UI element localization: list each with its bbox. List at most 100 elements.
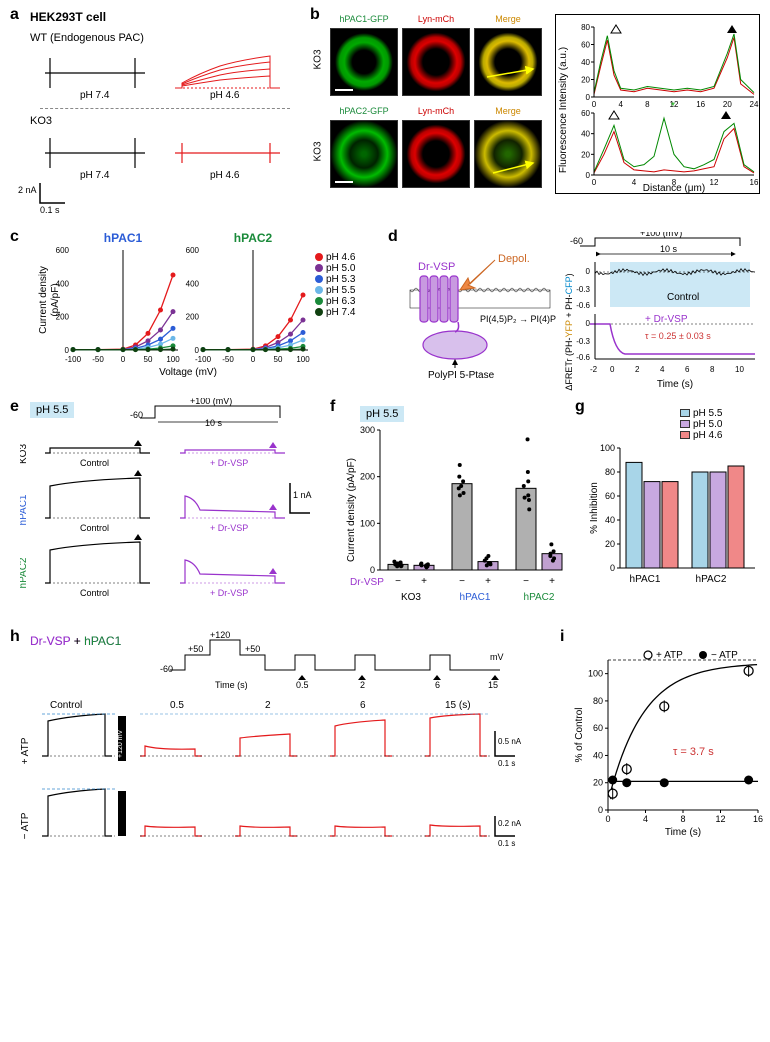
svg-text:15: 15	[488, 680, 498, 690]
panel-h-title2: Dr-VSP + hPAC1	[30, 634, 121, 648]
svg-text:10 s: 10 s	[205, 418, 223, 428]
svg-text:100: 100	[360, 518, 375, 528]
svg-text:− ATP: − ATP	[711, 650, 738, 661]
panel-h-protocol: -60 +50 +120 +50 mV 0.5 2 6 15 Time (s)	[160, 630, 520, 690]
svg-text:600: 600	[186, 246, 200, 255]
micro-hpac1-gfp	[330, 28, 398, 96]
svg-text:Dr-VSP: Dr-VSP	[418, 261, 455, 273]
svg-text:1 nA: 1 nA	[293, 490, 312, 500]
svg-text:20: 20	[581, 76, 590, 85]
svg-text:% Inhibition: % Inhibition	[589, 482, 600, 534]
svg-text:% of Control: % of Control	[574, 707, 585, 762]
svg-text:50: 50	[144, 355, 153, 364]
svg-text:0: 0	[586, 319, 591, 328]
svg-text:8: 8	[710, 365, 715, 374]
svg-text:Time (s): Time (s)	[657, 379, 693, 390]
svg-text:Voltage (mV): Voltage (mV)	[159, 367, 217, 378]
ph-badge: pH 5.5	[30, 402, 74, 418]
svg-text:-100: -100	[65, 355, 82, 364]
svg-text:400: 400	[186, 279, 200, 288]
svg-text:40: 40	[581, 58, 590, 67]
svg-text:−: −	[395, 576, 401, 587]
micro-merge	[474, 120, 542, 188]
svg-text:0: 0	[610, 563, 615, 573]
panel-i-label: i	[560, 628, 564, 646]
svg-text:hPAC2: hPAC2	[20, 557, 29, 588]
svg-text:0.5: 0.5	[170, 700, 184, 711]
col-header: Merge	[474, 106, 542, 116]
svg-text:Control: Control	[80, 523, 109, 533]
svg-text:40: 40	[593, 750, 603, 760]
panel-a-ko3-label: KO3	[30, 115, 52, 127]
svg-text:0: 0	[370, 565, 375, 575]
svg-text:60: 60	[605, 491, 615, 501]
svg-text:−: −	[459, 576, 465, 587]
svg-text:+: +	[485, 576, 491, 587]
svg-text:0: 0	[592, 178, 597, 187]
svg-text:-50: -50	[92, 355, 104, 364]
panel-f-chart: 0100200300−+KO3−+hPAC1−+hPAC2Dr-VSP Curr…	[340, 420, 570, 610]
svg-text:100: 100	[166, 355, 180, 364]
svg-text:40: 40	[605, 515, 615, 525]
panel-h-traces: Control + ATP +120 mV 0.5 2 6 15 (s) 0.5…	[20, 696, 560, 866]
svg-text:Control: Control	[667, 292, 699, 303]
svg-text:+100 (mV): +100 (mV)	[190, 398, 232, 406]
svg-text:12: 12	[715, 814, 725, 824]
svg-text:Control: Control	[50, 700, 82, 711]
svg-text:4: 4	[618, 100, 623, 109]
svg-text:Current density: Current density	[38, 266, 49, 334]
svg-text:600: 600	[56, 246, 70, 255]
svg-text:60: 60	[593, 723, 603, 733]
svg-text:hPAC1: hPAC1	[460, 592, 491, 603]
svg-text:200: 200	[360, 472, 375, 482]
panel-f-label: f	[330, 398, 335, 416]
panel-e-traces: KO3 Control + Dr-VSP hPAC1 Control + Dr-…	[20, 428, 320, 608]
svg-text:100: 100	[600, 443, 615, 453]
svg-text:−: −	[523, 576, 529, 587]
svg-text:6: 6	[435, 680, 440, 690]
svg-text:6: 6	[685, 365, 690, 374]
col-header: Lyn-mCh	[402, 106, 470, 116]
svg-text:Time (s): Time (s)	[215, 680, 248, 690]
svg-text:20: 20	[723, 100, 732, 109]
micro-merge	[474, 28, 542, 96]
svg-text:80: 80	[581, 23, 590, 32]
panel-g-legend: pH 5.5pH 5.0pH 4.6	[680, 408, 722, 441]
svg-text:2: 2	[635, 365, 640, 374]
svg-text:0.1 s: 0.1 s	[498, 759, 515, 768]
svg-text:+120 mV: +120 mV	[117, 729, 124, 758]
svg-text:20: 20	[593, 778, 603, 788]
svg-text:0.5: 0.5	[296, 680, 309, 690]
svg-text:+ ATP: + ATP	[656, 650, 683, 661]
panel-b-lineplots: 02040608004812162024 02040600481216 Fluo…	[555, 14, 760, 194]
svg-text:50: 50	[274, 355, 283, 364]
panel-a-title: HEK293T cell	[30, 10, 320, 24]
panel-i-chart: 0204060801000481216 % of Control Time (s…	[568, 640, 768, 840]
svg-text:+ ATP: + ATP	[20, 737, 31, 764]
svg-text:τ = 0.25 ± 0.03 s: τ = 0.25 ± 0.03 s	[645, 331, 711, 341]
svg-text:20: 20	[605, 539, 615, 549]
svg-text:+: +	[421, 576, 427, 587]
svg-text:-0.3: -0.3	[576, 285, 590, 294]
svg-text:0: 0	[121, 355, 126, 364]
svg-text:16: 16	[753, 814, 763, 824]
trace-wt-ph4	[170, 38, 290, 98]
svg-text:-100: -100	[195, 355, 212, 364]
svg-text:hPAC1: hPAC1	[104, 231, 143, 245]
col-header: hPAC1-GFP	[330, 14, 398, 24]
svg-text:0: 0	[195, 346, 200, 355]
svg-text:+: +	[549, 576, 555, 587]
panel-h-label: h	[10, 628, 20, 646]
svg-text:+ Dr-VSP: + Dr-VSP	[210, 458, 248, 468]
svg-text:80: 80	[605, 467, 615, 477]
svg-text:0: 0	[610, 365, 615, 374]
svg-text:KO3: KO3	[20, 444, 29, 464]
svg-text:PI(4,5)P₂ → PI(4)P: PI(4,5)P₂ → PI(4)P	[480, 314, 556, 324]
svg-text:hPAC2: hPAC2	[696, 574, 727, 585]
svg-text:0: 0	[598, 805, 603, 815]
svg-text:+50: +50	[188, 644, 203, 654]
svg-text:hPAC2: hPAC2	[234, 231, 273, 245]
svg-text:16: 16	[750, 178, 759, 187]
row-label: KO3	[313, 49, 324, 69]
svg-text:Depol.: Depol.	[498, 253, 530, 265]
